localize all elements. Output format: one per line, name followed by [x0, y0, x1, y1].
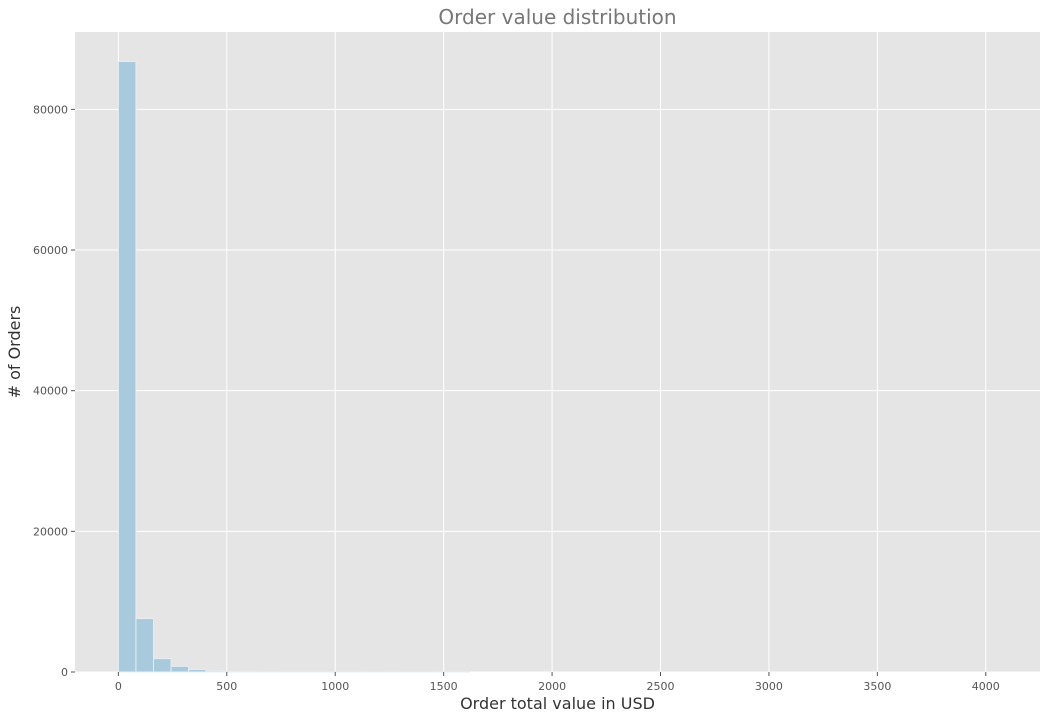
- y-axis-ticks: 0 20000 40000 60000 80000: [33, 103, 75, 679]
- histogram-bar: [205, 670, 225, 673]
- x-axis-label: Order total value in USD: [460, 694, 655, 713]
- histogram-bar: [170, 665, 190, 673]
- x-axis-ticks: 0 500 1000 1500 2000 2500 3000 3500 4000: [115, 672, 1000, 693]
- x-tick-label: 1000: [321, 680, 349, 693]
- x-tick-label: 4000: [972, 680, 1000, 693]
- histogram-bar: [153, 658, 172, 673]
- histogram-bar: [135, 618, 155, 673]
- x-tick-label: 3000: [755, 680, 783, 693]
- x-tick-label: 2500: [647, 680, 675, 693]
- x-tick-label: 2000: [538, 680, 566, 693]
- histogram-bars: [117, 61, 471, 673]
- histogram-bar: [188, 669, 207, 673]
- plot-area: [75, 32, 1040, 672]
- y-tick-label: 0: [61, 666, 68, 679]
- x-tick-label: 3500: [863, 680, 891, 693]
- x-tick-label: 0: [115, 680, 122, 693]
- y-tick-label: 40000: [33, 385, 68, 398]
- grid-lines: [75, 32, 1040, 673]
- histogram-bar: [117, 61, 137, 673]
- x-tick-label: 500: [216, 680, 237, 693]
- y-tick-label: 60000: [33, 244, 68, 257]
- x-tick-label: 1500: [430, 680, 458, 693]
- y-tick-label: 20000: [33, 525, 68, 538]
- chart-title: Order value distribution: [438, 5, 676, 29]
- histogram-bar: [223, 670, 242, 673]
- y-axis-label: # of Orders: [5, 306, 24, 399]
- y-tick-label: 80000: [33, 103, 68, 116]
